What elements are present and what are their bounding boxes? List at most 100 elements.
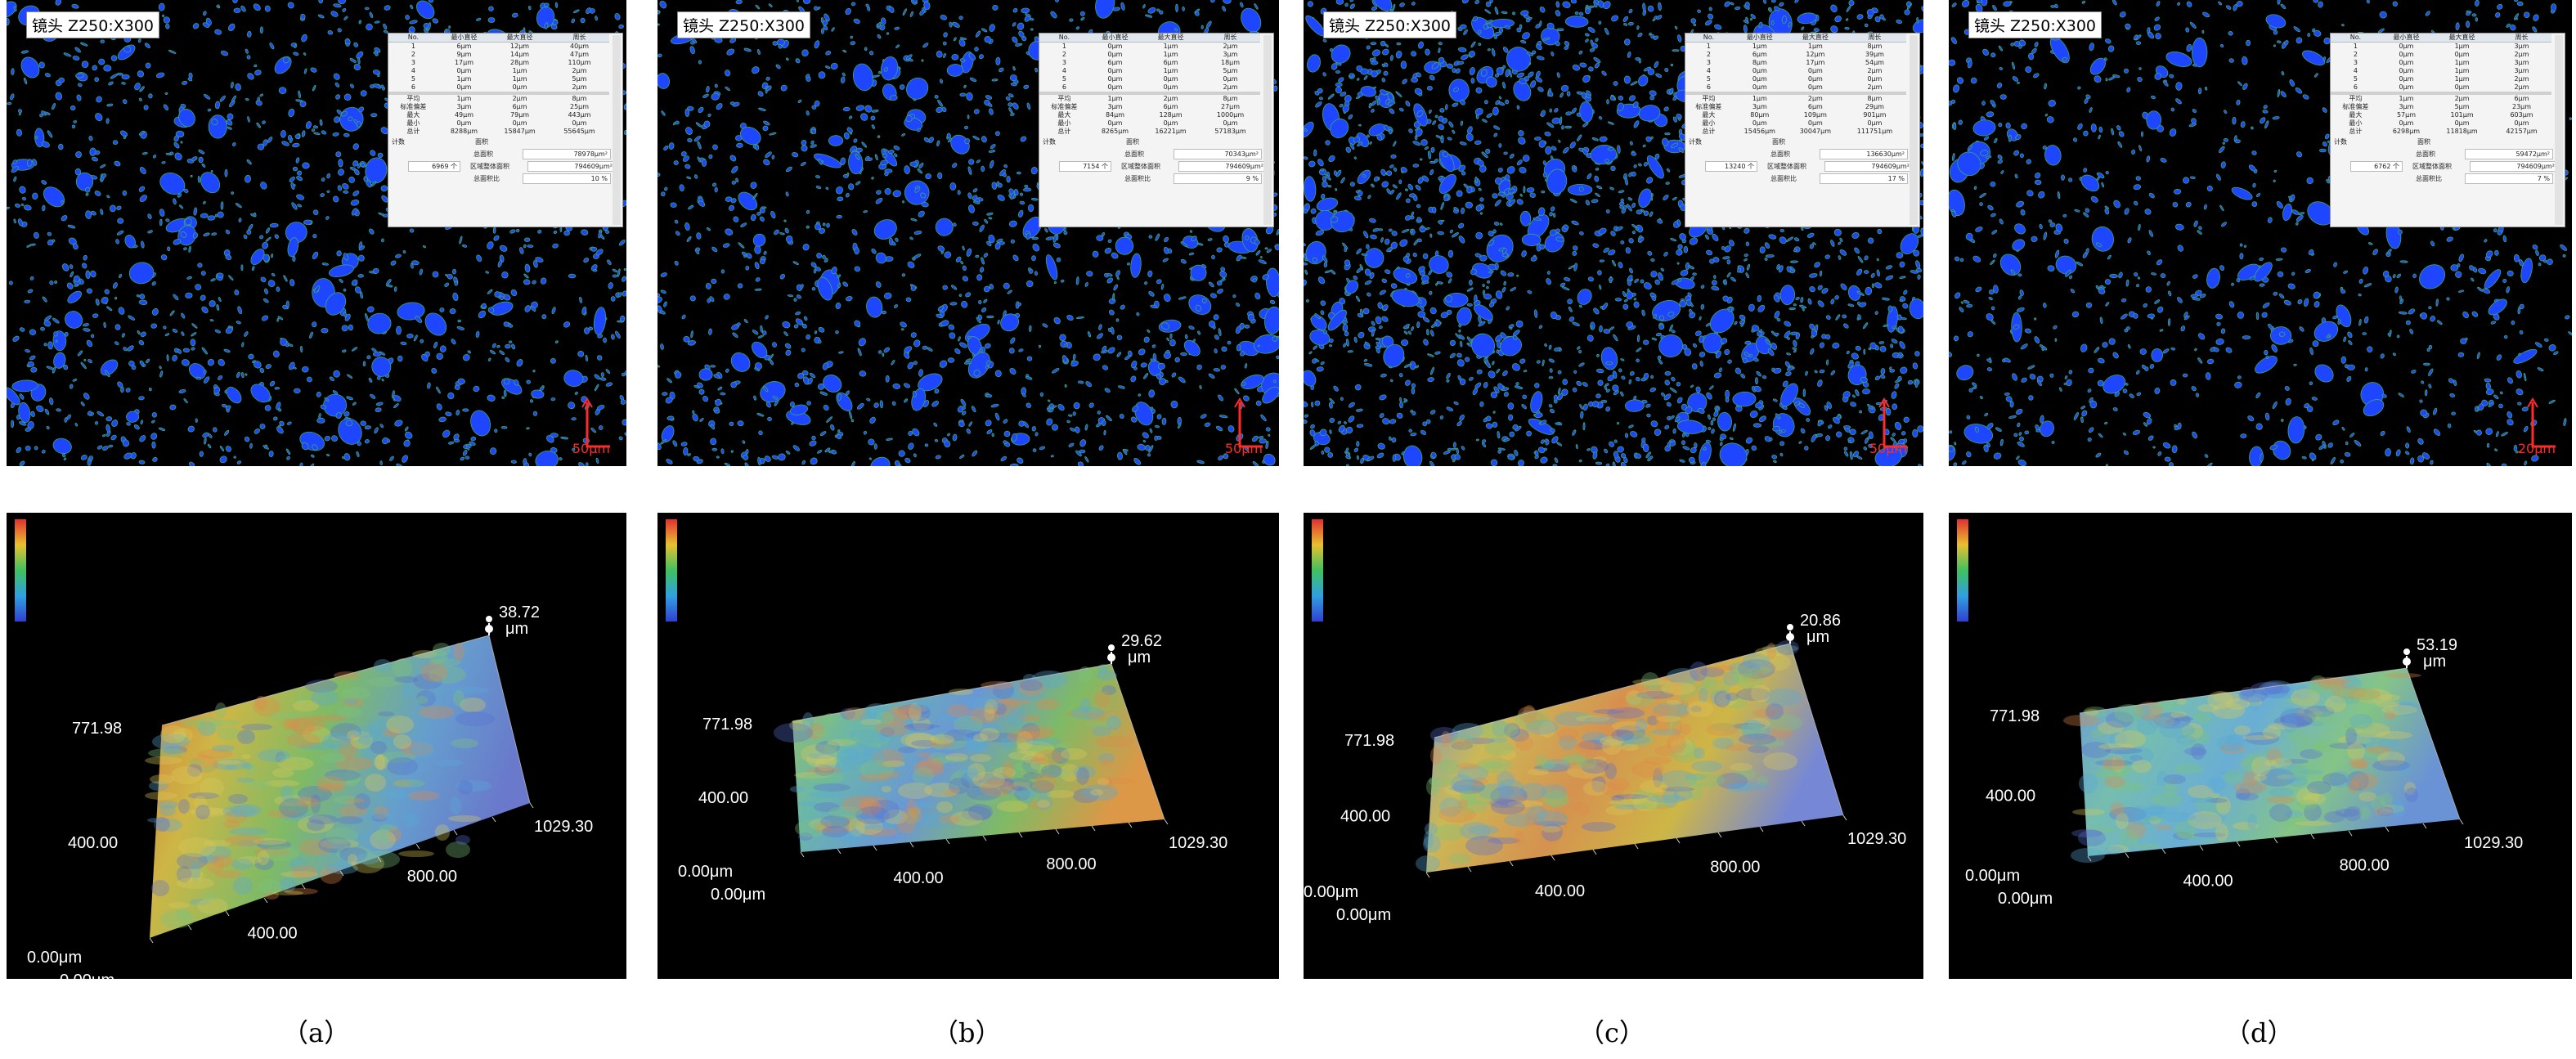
stats-scrollbar[interactable] (2555, 35, 2563, 225)
stats-cell: 47μm (569, 51, 590, 58)
stats-cell: 2 (2353, 51, 2358, 58)
summary-cell: 最大 (2349, 111, 2363, 119)
region-area-value: 794609μm² (2470, 161, 2558, 172)
surface-plot-a: 38.72 μm 771.98 400.00 400.00 800.00 1029.30 0.… (7, 513, 626, 979)
stats-cell: 1μm (512, 75, 527, 83)
summary-cell: 79μm (510, 111, 530, 119)
stats-cell: 1μm (1807, 43, 1823, 50)
y-mid-label: 400.00 (698, 789, 748, 807)
micrograph-b: 镜头 Z250:X300 No. 最小直径 最大直径 周长 1 0μm 1μm 2μm 2 0μm… (657, 0, 1279, 466)
stats-cell: 8μm (1752, 59, 1767, 66)
summary-row: 平均 1μm 2μm 6μm (2331, 95, 2551, 103)
stats-scrollbar[interactable] (613, 35, 621, 225)
region-area-label: 区域整体面积 (1767, 163, 1806, 170)
region-area-row: 13240 个 区域整体面积 794609μm² (1685, 160, 1919, 173)
summary-cell: 25μm (569, 103, 590, 110)
stats-cell: 14μm (510, 51, 530, 58)
count-value: 6762 个 (2350, 161, 2403, 172)
stats-header-cell: 最大直径 (1787, 34, 1843, 43)
summary-cell: 标准偏差 (1695, 103, 1722, 110)
stats-cell: 2μm (2514, 51, 2529, 58)
stats-header-cell: No. (1685, 34, 1732, 43)
stats-row: 4 0μm 0μm 2μm (1685, 67, 1906, 75)
stats-header-cell: 周长 (1200, 34, 1260, 43)
stats-cell: 0μm (2399, 67, 2414, 74)
stats-cell: 40μm (569, 43, 590, 50)
stats-cell: 0μm (1163, 75, 1178, 83)
region-area-label: 区域整体面积 (470, 163, 509, 170)
summary-cell: 1μm (2399, 95, 2414, 102)
stats-row: 6 0μm 0μm 2μm (2331, 83, 2551, 92)
stats-cell: 0μm (2454, 83, 2470, 91)
summary-cell: 平均 (1057, 95, 1071, 102)
summary-cell: 8288μm (450, 128, 478, 135)
stats-window-c: No. 最小直径 最大直径 周长 1 1μm 1μm 8μm 2 6μm 12μm 39μm 3 8μm 1… (1685, 33, 1920, 227)
stats-cell: 6μm (1107, 59, 1123, 66)
stats-row: 1 0μm 1μm 3μm (2331, 43, 2551, 52)
region-area-row: 7154 个 区域整体面积 794609μm² (1039, 160, 1273, 173)
stats-cell: 3μm (1223, 51, 1238, 58)
summary-cell: 最小 (2349, 119, 2363, 127)
stats-header-cell: 周长 (2492, 34, 2551, 43)
stats-cell: 110μm (568, 59, 591, 66)
color-scale-bar (1957, 519, 1968, 621)
scale-bar-b (1234, 397, 1263, 448)
stats-row: 4 0μm 1μm 2μm (388, 67, 609, 75)
region-area-label: 区域整体面积 (2412, 163, 2452, 170)
stats-cell: 0μm (1163, 83, 1178, 91)
count-value: 6969 个 (408, 161, 460, 172)
stats-cell: 5μm (1223, 67, 1238, 74)
summary-cell: 80μm (1750, 111, 1770, 119)
stats-cell: 0μm (1867, 75, 1883, 83)
count-label: 计数 (1043, 138, 1056, 146)
stats-row: 6 0μm 0μm 2μm (388, 83, 609, 92)
summary-cell: 84μm (1105, 111, 1124, 119)
summary-cell: 最大 (406, 111, 420, 119)
summary-cell: 8265μm (1101, 128, 1129, 135)
stats-scrollbar[interactable] (1263, 35, 1272, 225)
area-ratio-row: 总面积比 10 % (388, 173, 622, 185)
stats-row: 5 1μm 1μm 5μm (388, 75, 609, 83)
x-mid1-label: 400.00 (2183, 873, 2233, 891)
color-scale-bar (1312, 519, 1323, 621)
total-area-label: 总面积 (1770, 150, 1790, 158)
summary-cell: 0μm (456, 119, 472, 127)
stats-cell: 0μm (456, 83, 472, 91)
z-unit-label: μm (1128, 648, 1151, 666)
stats-scrollbar[interactable] (1910, 35, 1918, 225)
summary-cell: 42157μm (2506, 128, 2538, 135)
summary-cell: 1μm (1752, 95, 1767, 102)
caption-b: （b） (932, 1017, 1002, 1048)
lens-label-a: 镜头 Z250:X300 (26, 11, 160, 38)
summary-cell: 16221μm (1155, 128, 1187, 135)
stats-cell: 1 (1706, 43, 1711, 50)
stats-cell: 2 (411, 51, 415, 58)
stats-cell: 2μm (2514, 75, 2529, 83)
summary-cell: 总计 (406, 128, 420, 135)
stats-cell: 0μm (1752, 75, 1767, 83)
summary-cell: 最大 (1702, 111, 1716, 119)
area-ratio-value: 10 % (523, 173, 611, 184)
stats-row: 3 0μm 1μm 3μm (2331, 59, 2551, 67)
x-mid2-label: 800.00 (1710, 859, 1760, 877)
z-unit-label: μm (2423, 653, 2446, 671)
area-ratio-value: 7 % (2465, 173, 2553, 184)
summary-cell: 总计 (1057, 128, 1071, 135)
stats-cell: 0μm (1107, 67, 1123, 74)
summary-row: 标准偏差 3μm 6μm 27μm (1039, 103, 1260, 111)
stats-cell: 2μm (572, 67, 587, 74)
summary-cell: 128μm (1159, 111, 1183, 119)
summary-row: 总计 8265μm 16221μm 57183μm (1039, 128, 1260, 136)
stats-cell: 6 (2353, 83, 2358, 91)
caption-c: （c） (1578, 1017, 1645, 1048)
summary-cell: 3μm (456, 103, 472, 110)
z-max-label: 20.86 (1800, 612, 1841, 630)
color-scale-bar (15, 519, 26, 621)
summary-cell: 最小 (1057, 119, 1071, 127)
summary-cell: 1μm (456, 95, 472, 102)
total-area-label: 总面积 (473, 150, 493, 158)
stats-row: 1 1μm 1μm 8μm (1685, 43, 1906, 52)
region-area-label: 区域整体面积 (1121, 163, 1160, 170)
summary-cell: 8μm (1867, 95, 1883, 102)
summary-row: 最小 0μm 0μm 0μm (1685, 119, 1906, 128)
